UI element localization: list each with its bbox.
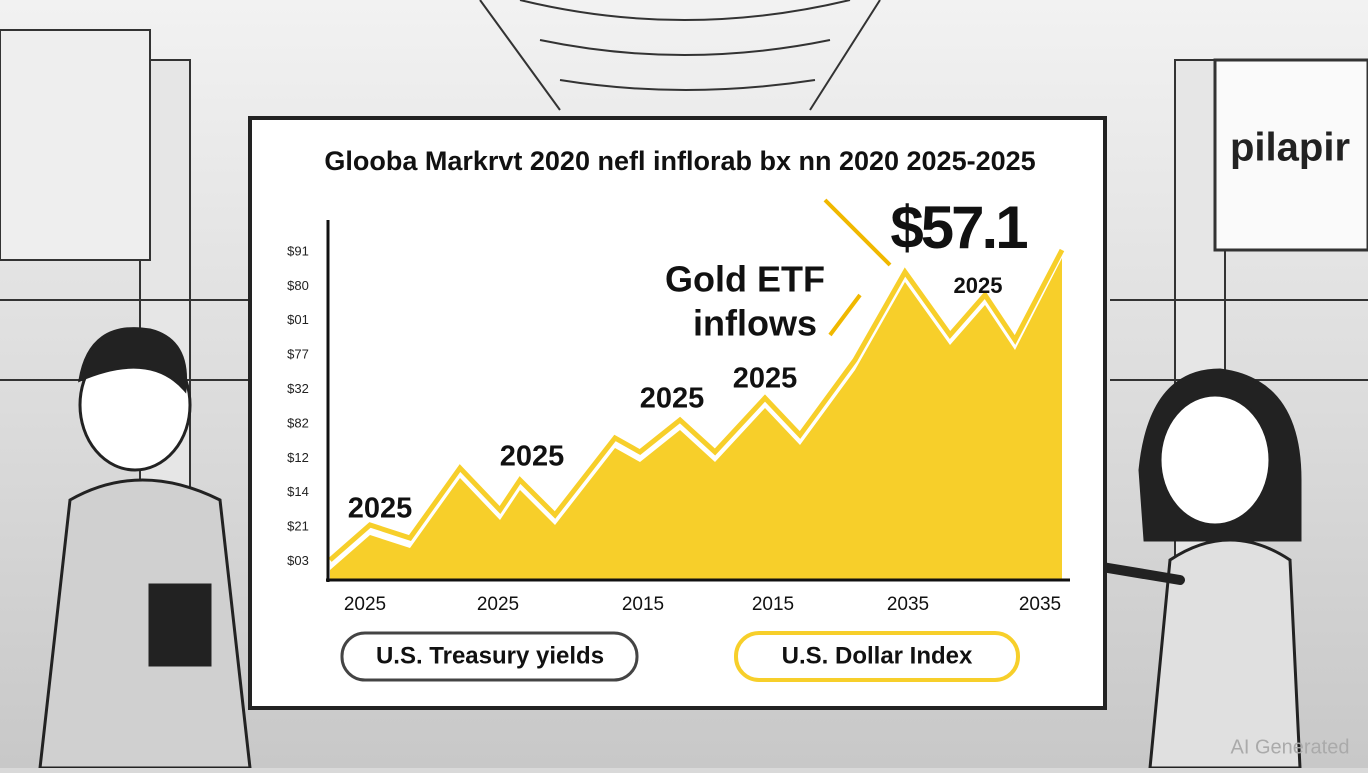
y-label: $14 [287, 484, 309, 499]
x-label: 2025 [477, 594, 519, 615]
x-label: 2015 [752, 594, 794, 615]
y-label: $03 [287, 553, 309, 568]
board-title: Glooba Markrvt 2020 nefl inflorab bx nn … [324, 146, 1035, 176]
yellow-line [328, 248, 1065, 562]
y-label: $21 [287, 519, 309, 534]
y-label: $77 [287, 347, 309, 362]
x-label: 2015 [622, 594, 664, 615]
legend-pill [734, 631, 1020, 682]
y-label: $32 [287, 381, 309, 396]
x-label: 2035 [887, 594, 929, 615]
y-label: $12 [287, 450, 309, 465]
y-label: $91 [287, 243, 309, 258]
legend-text: U.S. Treasury yields [376, 642, 604, 669]
watermark: AI Generated [1231, 736, 1350, 758]
peak-value: $57.1 [890, 194, 1027, 261]
point-label: 2025 [348, 493, 413, 525]
legend-text: U.S. Dollar Index [782, 642, 973, 669]
legend-pill [340, 631, 639, 682]
callout-line-2: inflows [693, 303, 817, 344]
man-figure [38, 327, 252, 770]
y-label: $80 [287, 278, 309, 293]
y-label: $82 [287, 415, 309, 430]
point-label: 2025 [640, 383, 705, 415]
x-label: 2025 [344, 594, 386, 615]
callout-line-1: Gold ETF [665, 259, 825, 300]
y-label: $01 [287, 312, 309, 327]
peak-year: 2025 [954, 273, 1003, 298]
shop-sign: pilapir [1230, 126, 1350, 170]
yellow-area [330, 258, 1062, 580]
spark-stroke [823, 198, 892, 337]
point-label: 2025 [733, 363, 798, 395]
x-label: 2035 [1019, 594, 1061, 615]
point-label: 2025 [500, 441, 565, 473]
woman-figure [1055, 368, 1302, 770]
